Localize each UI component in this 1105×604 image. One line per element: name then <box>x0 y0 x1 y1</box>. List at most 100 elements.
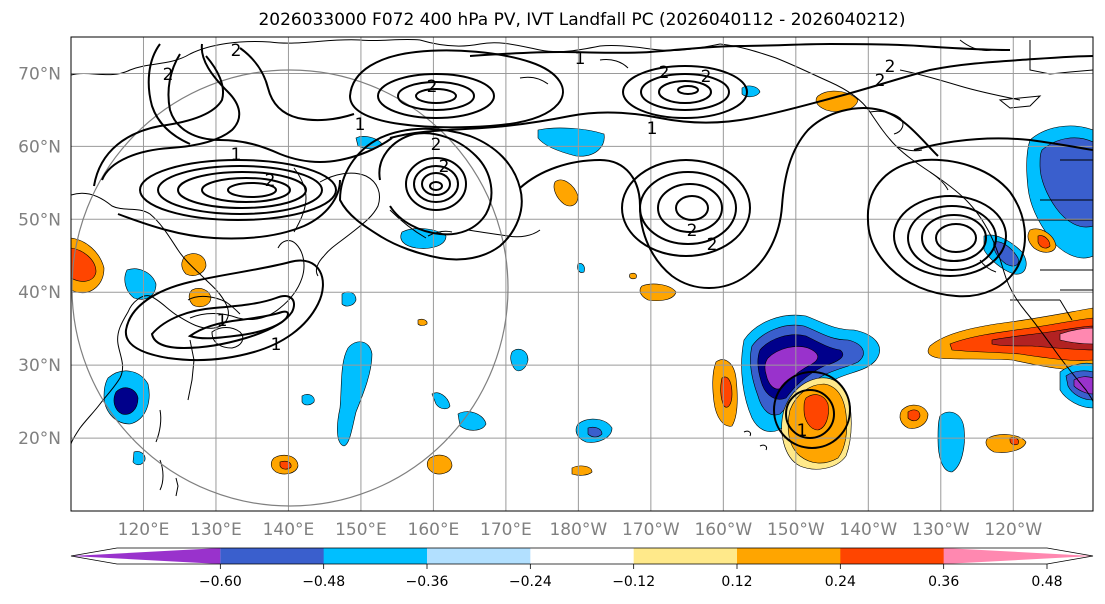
pv-contour-line <box>101 43 241 181</box>
longitude-label: 160°W <box>694 520 752 540</box>
longitude-label: 170°E <box>480 520 532 540</box>
longitude-label: 150°E <box>335 520 387 540</box>
longitude-label: 170°W <box>622 520 680 540</box>
ivt-positive-region <box>426 454 453 475</box>
contour-label: 2 <box>427 77 438 97</box>
contour-label: 1 <box>355 115 366 135</box>
ivt-negative-region <box>113 387 139 415</box>
pv-contour-line <box>773 371 851 449</box>
latitude-label: 30°N <box>18 356 61 376</box>
pv-contour-line <box>117 179 341 240</box>
coastlines <box>71 38 1093 497</box>
ivt-negative-region <box>431 392 451 410</box>
pv-contour-line <box>658 80 712 104</box>
colorbar-bin <box>323 548 428 564</box>
colorbar-bin <box>427 548 531 564</box>
ivt-negative-region <box>537 127 605 157</box>
contour-label: 2 <box>163 65 174 85</box>
longitude-label: 130°W <box>912 520 970 540</box>
latitude-label: 50°N <box>18 210 61 230</box>
contour-label: 1 <box>217 311 228 331</box>
pv-contour-line <box>405 157 467 211</box>
ivt-positive-region <box>907 409 921 422</box>
pv-contour-line <box>338 127 523 261</box>
colorbar-tick-label: 0.36 <box>928 574 959 590</box>
pv-contour-line <box>640 73 730 111</box>
landfall-circle <box>71 69 509 507</box>
pv-contour-line <box>157 165 323 215</box>
colorbar-bin <box>633 548 738 564</box>
pv-contour-line <box>429 181 443 191</box>
ivt-positive-region <box>720 376 733 408</box>
colorbar-bin <box>943 548 1093 564</box>
ivt-positive-region <box>553 179 579 207</box>
contour-label: 2 <box>659 63 670 83</box>
contour-label: 1 <box>797 421 808 441</box>
contour-labels: 1 1 1 1 1 1 1 2 2 2 2 2 2 2 2 2 2 2 2 <box>163 41 896 441</box>
longitude-label: 140°E <box>263 520 315 540</box>
pv-contour-line <box>675 195 709 221</box>
pv-contour-line <box>657 183 723 233</box>
pv-contour-line <box>348 49 564 129</box>
colorbar-tick-label: −0.36 <box>406 574 449 590</box>
colorbar-tick-label: −0.60 <box>199 574 242 590</box>
colorbar-tick-label: 0.24 <box>825 574 856 590</box>
ivt-positive-region <box>1059 327 1093 345</box>
colorbar-tick-label: 0.12 <box>721 574 752 590</box>
pv-contour-line <box>397 81 475 111</box>
colorbar-bin <box>220 548 325 564</box>
latitude-label: 40°N <box>18 283 61 303</box>
graticule <box>71 37 1093 511</box>
contour-label: 2 <box>875 71 886 91</box>
longitude-label: 140°W <box>839 520 897 540</box>
ivt-positive-region <box>417 318 428 326</box>
pv-contour-line <box>421 172 451 196</box>
pv-contour-line <box>893 195 1007 277</box>
pv-contour-line <box>469 42 1011 57</box>
contour-label: 2 <box>231 41 242 61</box>
colorbar: −0.60 −0.48 −0.36 −0.24 −0.12 0.12 0.24 0.36 0.4… <box>70 547 1094 590</box>
contour-label: 2 <box>431 135 442 155</box>
ivt-negative-region <box>337 341 373 447</box>
colorbar-bin <box>737 548 841 564</box>
pv-contour-line <box>621 159 751 257</box>
pv-contour-line <box>785 389 835 439</box>
longitude-label: 150°W <box>767 520 825 540</box>
ivt-negative-region <box>457 411 487 431</box>
ivt-positive-region <box>803 394 829 431</box>
contour-label: 1 <box>575 49 586 69</box>
pv-contour-line <box>935 223 977 253</box>
pv-contour-line <box>519 107 939 289</box>
contour-label: 2 <box>885 57 896 77</box>
pv-contour-line <box>147 43 191 145</box>
longitude-label: 180°W <box>549 520 607 540</box>
ivt-negative-region <box>577 263 585 273</box>
pv-contour-line <box>413 165 459 203</box>
pv-contour-line <box>187 310 289 340</box>
pv-contour-line <box>921 214 987 262</box>
pv-contour-line <box>93 55 224 187</box>
map-panel: 1 1 1 1 1 1 1 2 2 2 2 2 2 2 2 2 2 2 2 <box>70 36 1094 512</box>
pv-contours <box>93 42 1093 449</box>
longitude-label: 120°E <box>118 520 170 540</box>
colorbar-tick-label: −0.48 <box>302 574 345 590</box>
pv-contour-line <box>150 294 295 350</box>
pv-contour-line <box>677 85 699 95</box>
contour-label: 1 <box>647 119 658 139</box>
pv-contour-line <box>227 182 277 198</box>
latitude-label: 70°N <box>18 64 61 84</box>
pv-contour-line <box>239 47 355 122</box>
ivt-positive-region <box>1037 235 1051 249</box>
ivt-positive-region <box>629 272 637 280</box>
colorbar-bin <box>71 548 221 564</box>
ivt-positive-region <box>279 460 292 470</box>
contour-label: 2 <box>265 171 276 191</box>
ivt-negative-region <box>993 241 1019 267</box>
pv-contour-line <box>378 132 493 236</box>
pv-contour-line <box>866 158 1026 298</box>
colorbar-tick-label: −0.24 <box>509 574 552 590</box>
pv-contour-line <box>622 65 748 119</box>
longitude-label: 160°E <box>408 520 460 540</box>
map-frame <box>70 36 1094 512</box>
